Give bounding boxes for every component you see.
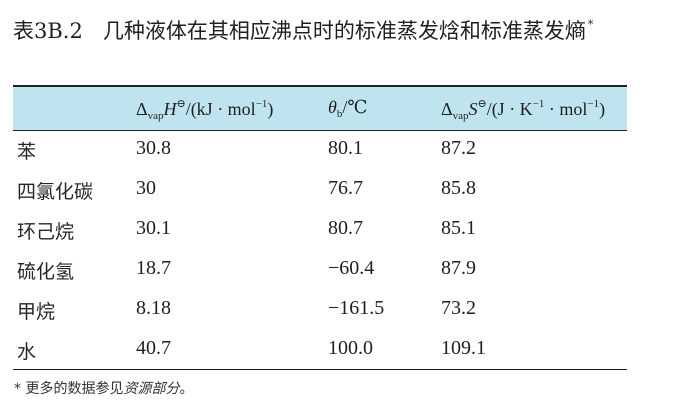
entropy-value: 85.1 [441, 217, 476, 239]
table-header: ΔvapH⊖/(kJ · mol−1) θb/℃ ΔvapS⊖/(J · K−1… [13, 87, 627, 130]
entropy-value: 73.2 [441, 297, 476, 319]
entropy-unit: /(J · K [486, 99, 533, 119]
temperature-unit: /℃ [342, 97, 368, 117]
unit-close: ) [267, 99, 274, 119]
boiling-point-value: 80.7 [328, 217, 363, 239]
boiling-point-value: 76.7 [328, 177, 363, 199]
table-row: 环己烷 30.1 80.7 85.1 [13, 211, 627, 251]
substance-name: 水 [17, 341, 37, 363]
enthalpy-symbol: H [163, 99, 177, 119]
temperature-symbol: θ [328, 97, 337, 117]
unit-exponent: −1 [255, 98, 268, 110]
table-number: 表3B.2 [13, 19, 83, 43]
table-title: 几种液体在其相应沸点时的标准蒸发焓和标准蒸发熵 [102, 19, 586, 43]
header-entropy: ΔvapS⊖/(J · K−1 · mol−1) [441, 97, 605, 122]
boiling-point-value: 80.1 [328, 137, 363, 159]
entropy-value: 85.8 [441, 177, 476, 199]
table-footnote: * 更多的数据参见资源部分。 [14, 378, 193, 398]
substance-name: 硫化氢 [17, 261, 75, 283]
entropy-value: 87.2 [441, 137, 476, 159]
enthalpy-value: 40.7 [136, 337, 171, 359]
header-enthalpy: ΔvapH⊖/(kJ · mol−1) [136, 97, 273, 122]
enthalpy-value: 8.18 [136, 297, 171, 319]
table-row: 甲烷 8.18 −161.5 73.2 [13, 291, 627, 331]
footnote-text: 更多的数据参见 [21, 381, 124, 397]
header-boiling-point: θb/℃ [328, 97, 367, 120]
enthalpy-value: 30.1 [136, 217, 171, 239]
table-top-rule [13, 85, 627, 87]
standard-state-symbol: ⊖ [477, 98, 487, 110]
unit-exponent: −1 [532, 98, 545, 110]
table-caption: 表3B.2 几种液体在其相应沸点时的标准蒸发焓和标准蒸发熵 * [13, 8, 653, 48]
boiling-point-value: −161.5 [328, 297, 385, 319]
boiling-subscript: b [336, 108, 343, 120]
enthalpy-unit: /(kJ · mol [185, 99, 256, 119]
table-row: 苯 30.8 80.1 87.2 [13, 131, 627, 171]
substance-name: 四氯化碳 [17, 181, 94, 203]
substance-name: 甲烷 [17, 301, 56, 323]
table-row: 四氯化碳 30 76.7 85.8 [13, 171, 627, 211]
vap-subscript: vap [147, 110, 164, 122]
footnote-end: 。 [179, 381, 194, 397]
entropy-value: 87.9 [441, 257, 476, 279]
entropy-value: 109.1 [441, 337, 486, 359]
table-header-rule [13, 130, 627, 131]
table-row: 水 40.7 100.0 109.1 [13, 331, 627, 371]
unit-close: ) [599, 99, 606, 119]
boiling-point-value: 100.0 [328, 337, 373, 359]
delta-symbol: Δ [136, 99, 148, 119]
delta-symbol: Δ [441, 99, 453, 119]
unit-exponent: −1 [587, 98, 600, 110]
footnote-marker: * [14, 381, 21, 397]
entropy-unit-mol: · mol [544, 99, 588, 119]
boiling-point-value: −60.4 [328, 257, 375, 279]
standard-state-symbol: ⊖ [176, 98, 186, 110]
enthalpy-value: 30.8 [136, 137, 171, 159]
caption-footnote-marker: * [587, 18, 594, 31]
vap-subscript: vap [452, 110, 469, 122]
table-row: 硫化氢 18.7 −60.4 87.9 [13, 251, 627, 291]
enthalpy-value: 30 [136, 177, 156, 199]
substance-name: 环己烷 [17, 221, 75, 243]
table-bottom-rule [13, 369, 627, 370]
substance-name: 苯 [17, 141, 37, 163]
entropy-symbol: S [468, 99, 478, 119]
footnote-resource-link: 资源部分 [123, 381, 180, 397]
enthalpy-value: 18.7 [136, 257, 171, 279]
